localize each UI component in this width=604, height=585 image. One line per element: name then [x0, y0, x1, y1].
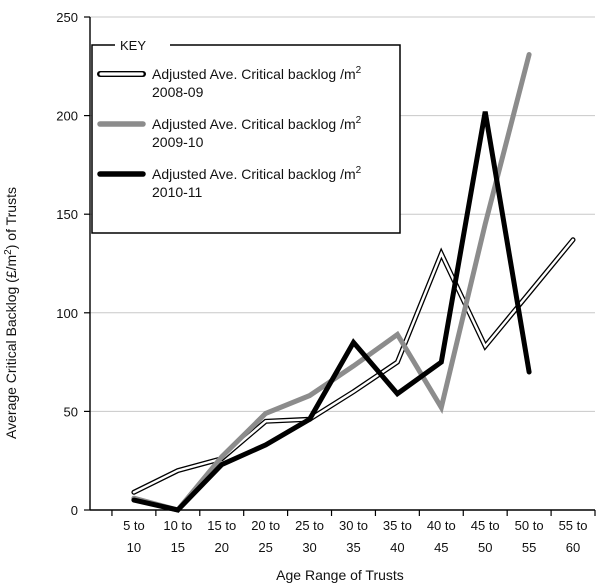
x-tick-label: 50 to [515, 518, 544, 533]
x-axis-title: Age Range of Trusts [276, 567, 404, 583]
y-tick-label: 100 [56, 306, 78, 321]
x-tick-label: 40 to [427, 518, 456, 533]
y-tick-label: 50 [64, 404, 78, 419]
series-1-line [131, 237, 576, 495]
x-tick-label-line2: 50 [478, 540, 492, 555]
x-tick-label-line2: 40 [390, 540, 404, 555]
x-tick-label: 35 to [383, 518, 412, 533]
x-tick-label-line2: 35 [346, 540, 360, 555]
legend: KEY Adjusted Ave. Critical backlog /m2 20… [91, 38, 401, 234]
series-3-line [131, 111, 532, 513]
legend-items: Adjusted Ave. Critical backlog /m2 2008-0… [97, 65, 362, 200]
x-tick-label-line2: 25 [258, 540, 272, 555]
legend-item-3: Adjusted Ave. Critical backlog /m2 2010-1… [97, 165, 362, 200]
y-tick-labels: 0 50 100 150 200 250 [56, 10, 78, 518]
x-tick-label: 5 to [123, 518, 145, 533]
x-tick-label: 20 to [251, 518, 280, 533]
x-tick-label: 25 to [295, 518, 324, 533]
legend-label-year: 2008-09 [152, 84, 204, 100]
series-line-fill [132, 238, 575, 494]
legend-label-year: 2009-10 [152, 134, 204, 150]
series-line [131, 111, 532, 513]
x-tick-label: 30 to [339, 518, 368, 533]
x-tick-labels: 5 to 10 10 to 15 15 to 20 20 to 25 25 to 30 30 to 3… [123, 518, 587, 555]
x-tick-label: 10 to [163, 518, 192, 533]
x-tick-label-line2: 15 [171, 540, 185, 555]
legend-frame [91, 44, 401, 234]
legend-label-year: 2010-11 [152, 184, 203, 200]
y-axis-title: Average Critical Backlog (£/m2) of Trust… [3, 187, 19, 439]
legend-item-2: Adjusted Ave. Critical backlog /m2 2009-1… [97, 115, 362, 150]
x-tick-label-line2: 55 [522, 540, 536, 555]
x-tick-label-line2: 45 [434, 540, 448, 555]
x-tick-label-line2: 60 [566, 540, 580, 555]
x-tick-label-line2: 10 [127, 540, 141, 555]
x-tick-label: 45 to [471, 518, 500, 533]
legend-item-1: Adjusted Ave. Critical backlog /m2 2008-0… [97, 65, 362, 100]
x-tick-label-line2: 30 [302, 540, 316, 555]
series-lines [131, 52, 576, 513]
x-tick-label-line2: 20 [215, 540, 229, 555]
x-tick-label: 15 to [207, 518, 236, 533]
y-axis-title-main: Average Critical Backlog (£/m [3, 255, 19, 439]
legend-label: Adjusted Ave. Critical backlog /m2 [152, 115, 362, 132]
y-tick-label: 200 [56, 109, 78, 124]
y-tick-label: 250 [56, 10, 78, 25]
legend-title: KEY [120, 38, 146, 53]
x-tick-label: 55 to [559, 518, 588, 533]
legend-label: Adjusted Ave. Critical backlog /m2 [152, 65, 362, 82]
legend-label: Adjusted Ave. Critical backlog /m2 [152, 165, 362, 182]
y-axis-title-superscript: 2 [3, 249, 14, 255]
y-tick-label: 0 [71, 503, 78, 518]
y-tick-label: 150 [56, 207, 78, 222]
y-axis-title-tail: ) of Trusts [3, 187, 19, 249]
